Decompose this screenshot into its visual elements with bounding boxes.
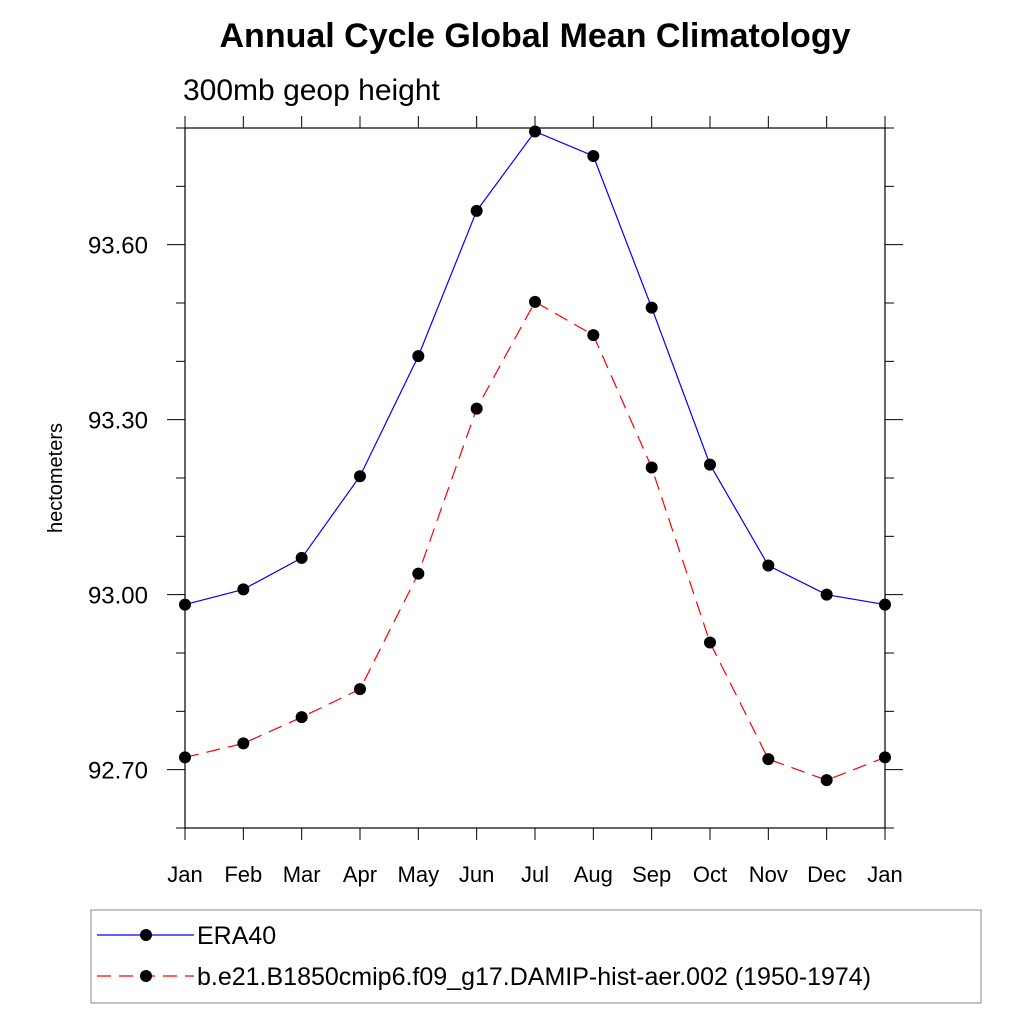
x-tick-label: Jul xyxy=(521,862,549,887)
data-point-s1-2 xyxy=(295,711,308,724)
legend-marker-0 xyxy=(140,929,152,941)
x-tick-label: Jan xyxy=(167,862,202,887)
data-point-s0-6 xyxy=(529,125,541,138)
y-tick-label: 93.30 xyxy=(88,408,148,435)
data-point-s1-5 xyxy=(470,402,483,415)
data-point-s0-12 xyxy=(879,598,891,611)
data-point-s1-8 xyxy=(645,461,658,474)
data-point-s0-9 xyxy=(704,458,716,471)
series-layer xyxy=(179,125,891,787)
y-tick-label: 92.70 xyxy=(88,758,148,785)
data-point-s0-8 xyxy=(645,301,658,314)
x-tick-label: Apr xyxy=(343,862,377,887)
x-tick-label: Feb xyxy=(224,862,262,887)
data-point-s0-4 xyxy=(412,350,425,363)
x-tick-label: Jun xyxy=(459,862,494,887)
data-point-s0-3 xyxy=(354,470,366,483)
series-line-1 xyxy=(184,301,886,781)
x-tick-label: Jan xyxy=(867,862,902,887)
series-line-0 xyxy=(184,130,886,606)
data-point-s0-10 xyxy=(762,559,775,572)
data-point-s0-2 xyxy=(295,551,308,564)
x-tick-label: Nov xyxy=(749,862,788,887)
y-axis-label: hectometers xyxy=(45,423,67,533)
data-point-s1-9 xyxy=(704,636,716,649)
x-axis: Jan Feb Mar Apr May Jun Jul Aug Sep Oct Nov Dec Jan xyxy=(167,116,903,887)
data-point-s1-7 xyxy=(587,329,600,342)
legend-marker-1 xyxy=(140,970,152,982)
legend-box xyxy=(90,909,982,1004)
data-point-s1-11 xyxy=(820,774,833,787)
x-tick-label: Dec xyxy=(807,862,846,887)
x-tick-label: Sep xyxy=(632,862,671,887)
data-point-s0-1 xyxy=(237,583,250,596)
y-tick-label: 93.00 xyxy=(88,583,148,610)
x-tick-label: Mar xyxy=(283,862,321,887)
legend-label-1: b.e21.B1850cmip6.f09_g17.DAMIP-hist-aer.… xyxy=(197,963,871,991)
data-point-s0-0 xyxy=(179,598,191,611)
legend: ERA40 b.e21.B1850cmip6.f09_g17.DAMIP-hist… xyxy=(97,922,871,991)
data-point-s1-4 xyxy=(412,567,425,580)
data-point-s1-12 xyxy=(879,751,891,764)
data-point-s0-5 xyxy=(470,204,483,217)
data-point-s0-7 xyxy=(587,150,600,162)
chart-title: Annual Cycle Global Mean Climatology xyxy=(220,17,851,55)
y-tick-label: 93.60 xyxy=(88,233,148,260)
x-tick-label: Aug xyxy=(574,862,613,887)
data-point-s1-10 xyxy=(762,753,775,766)
y-axis: 92.70 93.00 93.30 93.60 xyxy=(88,127,903,829)
data-point-s1-1 xyxy=(237,737,250,750)
x-tick-label: Oct xyxy=(693,862,727,887)
data-point-s1-3 xyxy=(354,683,366,696)
data-point-s0-11 xyxy=(820,588,833,601)
x-tick-label: May xyxy=(398,862,440,887)
data-point-s1-0 xyxy=(179,751,191,764)
legend-label-0: ERA40 xyxy=(197,922,276,950)
data-point-s1-6 xyxy=(529,295,541,308)
chart-subtitle: 300mb geop height xyxy=(183,74,441,107)
